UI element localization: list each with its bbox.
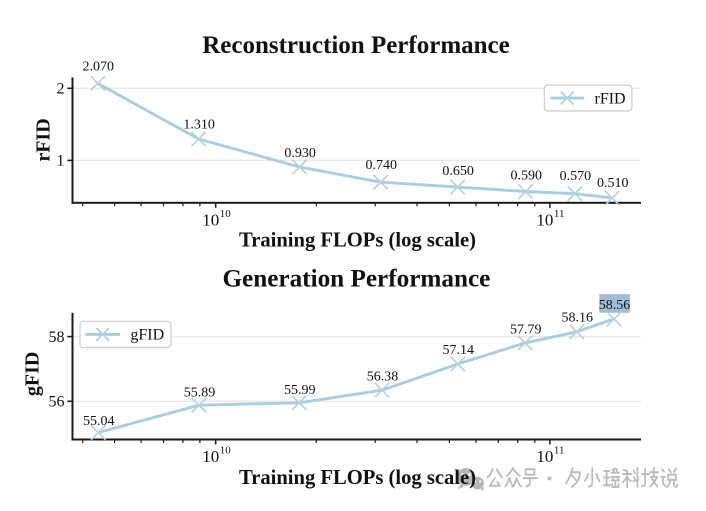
svg-text:10: 10 [202,447,219,466]
svg-text:rFID: rFID [595,90,626,107]
svg-text:11: 11 [554,445,565,457]
svg-text:11: 11 [554,208,565,220]
svg-text:Training FLOPs (log scale): Training FLOPs (log scale) [239,230,476,252]
svg-text:2: 2 [57,81,65,98]
svg-text:Reconstruction Performance: Reconstruction Performance [202,32,510,59]
svg-text:55.99: 55.99 [284,383,316,398]
svg-text:10: 10 [220,445,232,457]
svg-text:58.56: 58.56 [599,298,631,313]
svg-text:Generation Performance: Generation Performance [222,266,490,293]
svg-text:0.590: 0.590 [510,168,542,183]
svg-text:0.740: 0.740 [365,158,397,173]
svg-text:55.89: 55.89 [184,385,216,400]
svg-text:0.650: 0.650 [442,164,474,179]
svg-text:58: 58 [49,329,65,346]
svg-text:1.310: 1.310 [183,117,215,132]
svg-text:10: 10 [202,211,219,230]
svg-text:57.14: 57.14 [443,343,475,358]
svg-text:Training FLOPs (log scale): Training FLOPs (log scale) [239,467,476,489]
svg-text:10: 10 [220,208,232,220]
svg-text:2.070: 2.070 [83,59,115,74]
svg-text:56: 56 [49,394,65,411]
svg-text:10: 10 [536,211,553,230]
svg-text:56.38: 56.38 [367,370,399,385]
svg-text:1: 1 [57,153,65,170]
svg-text:gFID: gFID [130,327,164,344]
svg-text:rFID: rFID [32,118,54,161]
svg-text:57.79: 57.79 [510,323,542,338]
svg-text:0.570: 0.570 [560,169,592,184]
svg-text:55.04: 55.04 [83,414,115,429]
svg-text:58.16: 58.16 [562,311,594,326]
svg-text:10: 10 [536,447,553,466]
svg-text:gFID: gFID [21,352,43,396]
svg-text:0.930: 0.930 [284,146,316,161]
svg-text:0.510: 0.510 [597,176,629,191]
